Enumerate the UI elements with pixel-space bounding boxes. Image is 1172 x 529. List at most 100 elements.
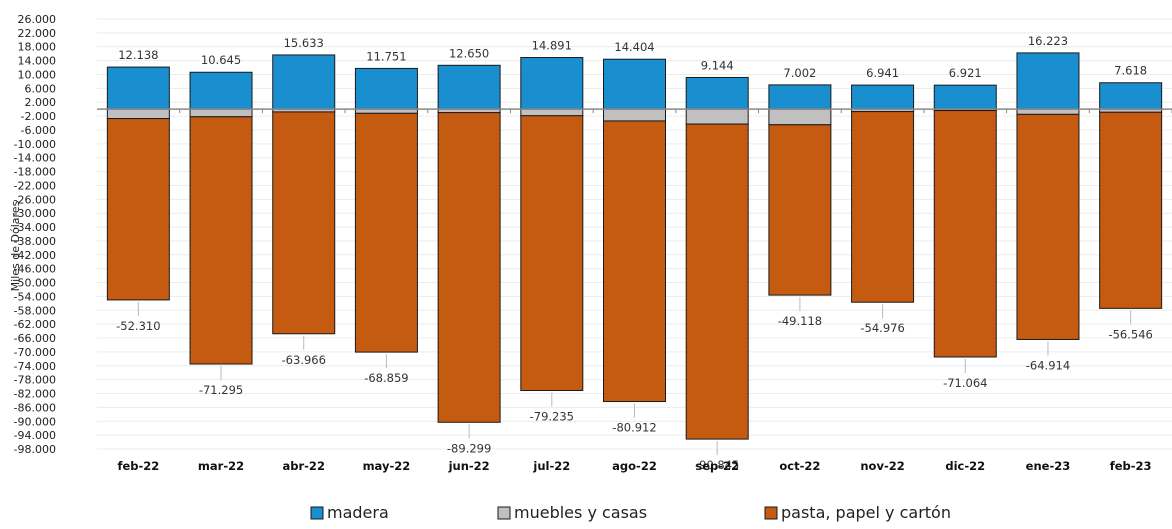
bar-muebles-y-casas (520, 108, 584, 117)
y-tick-label: 18.000 (18, 41, 57, 54)
data-label-madera: 12.650 (449, 46, 489, 60)
bar-pasta-papel-carton (189, 116, 253, 365)
y-tick-label: 22.000 (18, 27, 57, 40)
x-category-label: dic-22 (945, 459, 985, 473)
bar-pasta-papel-carton (520, 115, 584, 392)
bar-madera (685, 76, 749, 110)
data-label-pasta-papel-carton: -49.118 (778, 314, 822, 328)
y-tick-label: 6.000 (25, 82, 57, 95)
bar-muebles-y-casas (1016, 108, 1080, 115)
data-label-madera: 7.002 (783, 66, 816, 80)
bar-pasta-papel-carton (272, 111, 336, 335)
bar-muebles-y-casas (603, 108, 666, 122)
bar-muebles-y-casas (189, 108, 253, 118)
bar-pasta-papel-carton (1016, 113, 1080, 340)
y-tick-label: -30.000 (14, 207, 56, 220)
bar-madera (106, 66, 170, 110)
y-tick-label: 14.000 (18, 55, 57, 68)
data-label-pasta-papel-carton: -90.845 (695, 458, 739, 472)
data-label-madera: 16.223 (1028, 34, 1068, 48)
y-tick-label: -78.000 (14, 374, 56, 387)
y-tick-label: 26.000 (18, 13, 57, 26)
category-labels: feb-22 mar-22 abr-22 may-22 jun-22 jul-22 ago-… (117, 459, 1151, 473)
y-tick-label: -54.000 (14, 290, 56, 303)
y-tick-label: -62.000 (14, 318, 56, 331)
y-tick-label: -50.000 (14, 277, 56, 290)
bar-madera (768, 84, 832, 110)
bar-pasta-papel-carton (354, 112, 418, 353)
data-label-pasta-papel-carton: -64.914 (1026, 358, 1070, 372)
x-category-label: sep-22 (695, 459, 739, 473)
bar-pasta-papel-carton (437, 112, 501, 423)
legend: madera muebles y casas pasta, papel y cart… (310, 503, 951, 522)
bar-pasta-papel-carton (851, 111, 915, 303)
bar-madera (1016, 52, 1080, 110)
legend-label: madera (327, 503, 389, 522)
x-category-label: ene-23 (1026, 459, 1071, 473)
y-tick-label: -10.000 (14, 138, 56, 151)
bar-pasta-papel-carton (933, 110, 997, 358)
bar-madera (933, 84, 997, 110)
legend-swatch (764, 506, 778, 520)
data-label-madera: 12.138 (118, 48, 158, 62)
data-label-madera: 6.921 (949, 66, 982, 80)
x-category-label: jul-22 (532, 459, 570, 473)
x-category-label: oct-22 (779, 459, 820, 473)
data-label-madera: 14.891 (532, 39, 572, 53)
data-label-pasta-papel-carton: -52.310 (116, 319, 160, 333)
x-category-label: feb-23 (1110, 459, 1152, 473)
y-tick-label: -34.000 (14, 221, 56, 234)
y-tick-label: -86.000 (14, 401, 56, 414)
data-label-madera: 14.404 (614, 40, 654, 54)
bar-pasta-papel-carton (106, 118, 170, 301)
bar-madera (272, 54, 336, 110)
bar-pasta-papel-carton (685, 123, 749, 440)
bar-madera (1099, 82, 1163, 110)
y-tick-label: -90.000 (14, 415, 56, 428)
bar-madera (851, 84, 915, 110)
data-label-madera: 6.941 (866, 66, 899, 80)
y-tick-label: -66.000 (14, 332, 56, 345)
data-label-pasta-papel-carton: -89.299 (447, 441, 491, 455)
y-tick-label: -42.000 (14, 249, 56, 262)
x-category-label: ago-22 (612, 459, 657, 473)
y-tick-label: -22.000 (14, 179, 56, 192)
y-tick-label: -2.000 (21, 110, 56, 123)
y-tick-label: -94.000 (14, 429, 56, 442)
legend-label: pasta, papel y cartón (781, 503, 951, 522)
data-label-madera: 9.144 (701, 58, 734, 72)
y-tick-label: -98.000 (14, 443, 56, 456)
y-tick-label: 10.000 (18, 68, 57, 81)
bar-pasta-papel-carton (768, 124, 832, 296)
x-category-label: feb-22 (117, 459, 159, 473)
y-axis-title: Miles de Dólares (9, 200, 22, 291)
bars (106, 52, 1163, 440)
x-category-label: mar-22 (198, 459, 244, 473)
bar-madera (520, 57, 584, 110)
data-label-pasta-papel-carton: -63.966 (282, 353, 326, 367)
data-label-pasta-papel-carton: -54.976 (860, 321, 904, 335)
y-tick-label: -18.000 (14, 166, 56, 179)
y-tick-label: 2.000 (25, 96, 57, 109)
y-tick-label: -6.000 (21, 124, 56, 137)
legend-swatch (497, 506, 511, 520)
legend-label: muebles y casas (514, 503, 647, 522)
data-label-pasta-papel-carton: -71.064 (943, 376, 987, 390)
bar-muebles-y-casas (685, 108, 749, 125)
data-label-madera: 11.751 (366, 49, 406, 63)
bar-muebles-y-casas (768, 108, 832, 126)
data-label-madera: 15.633 (284, 36, 324, 50)
bar-madera (189, 71, 253, 110)
bar-madera (354, 67, 418, 110)
legend-swatch (310, 506, 324, 520)
x-category-label: abr-22 (283, 459, 325, 473)
y-axis-ticks: 26.00022.00018.00014.00010.0006.0002.000… (14, 13, 56, 456)
data-label-pasta-papel-carton: -80.912 (612, 421, 656, 435)
data-label-madera: 10.645 (201, 53, 241, 67)
y-tick-label: -70.000 (14, 346, 56, 359)
x-category-label: jun-22 (448, 459, 490, 473)
bar-pasta-papel-carton (603, 120, 666, 403)
y-tick-label: -14.000 (14, 152, 56, 165)
